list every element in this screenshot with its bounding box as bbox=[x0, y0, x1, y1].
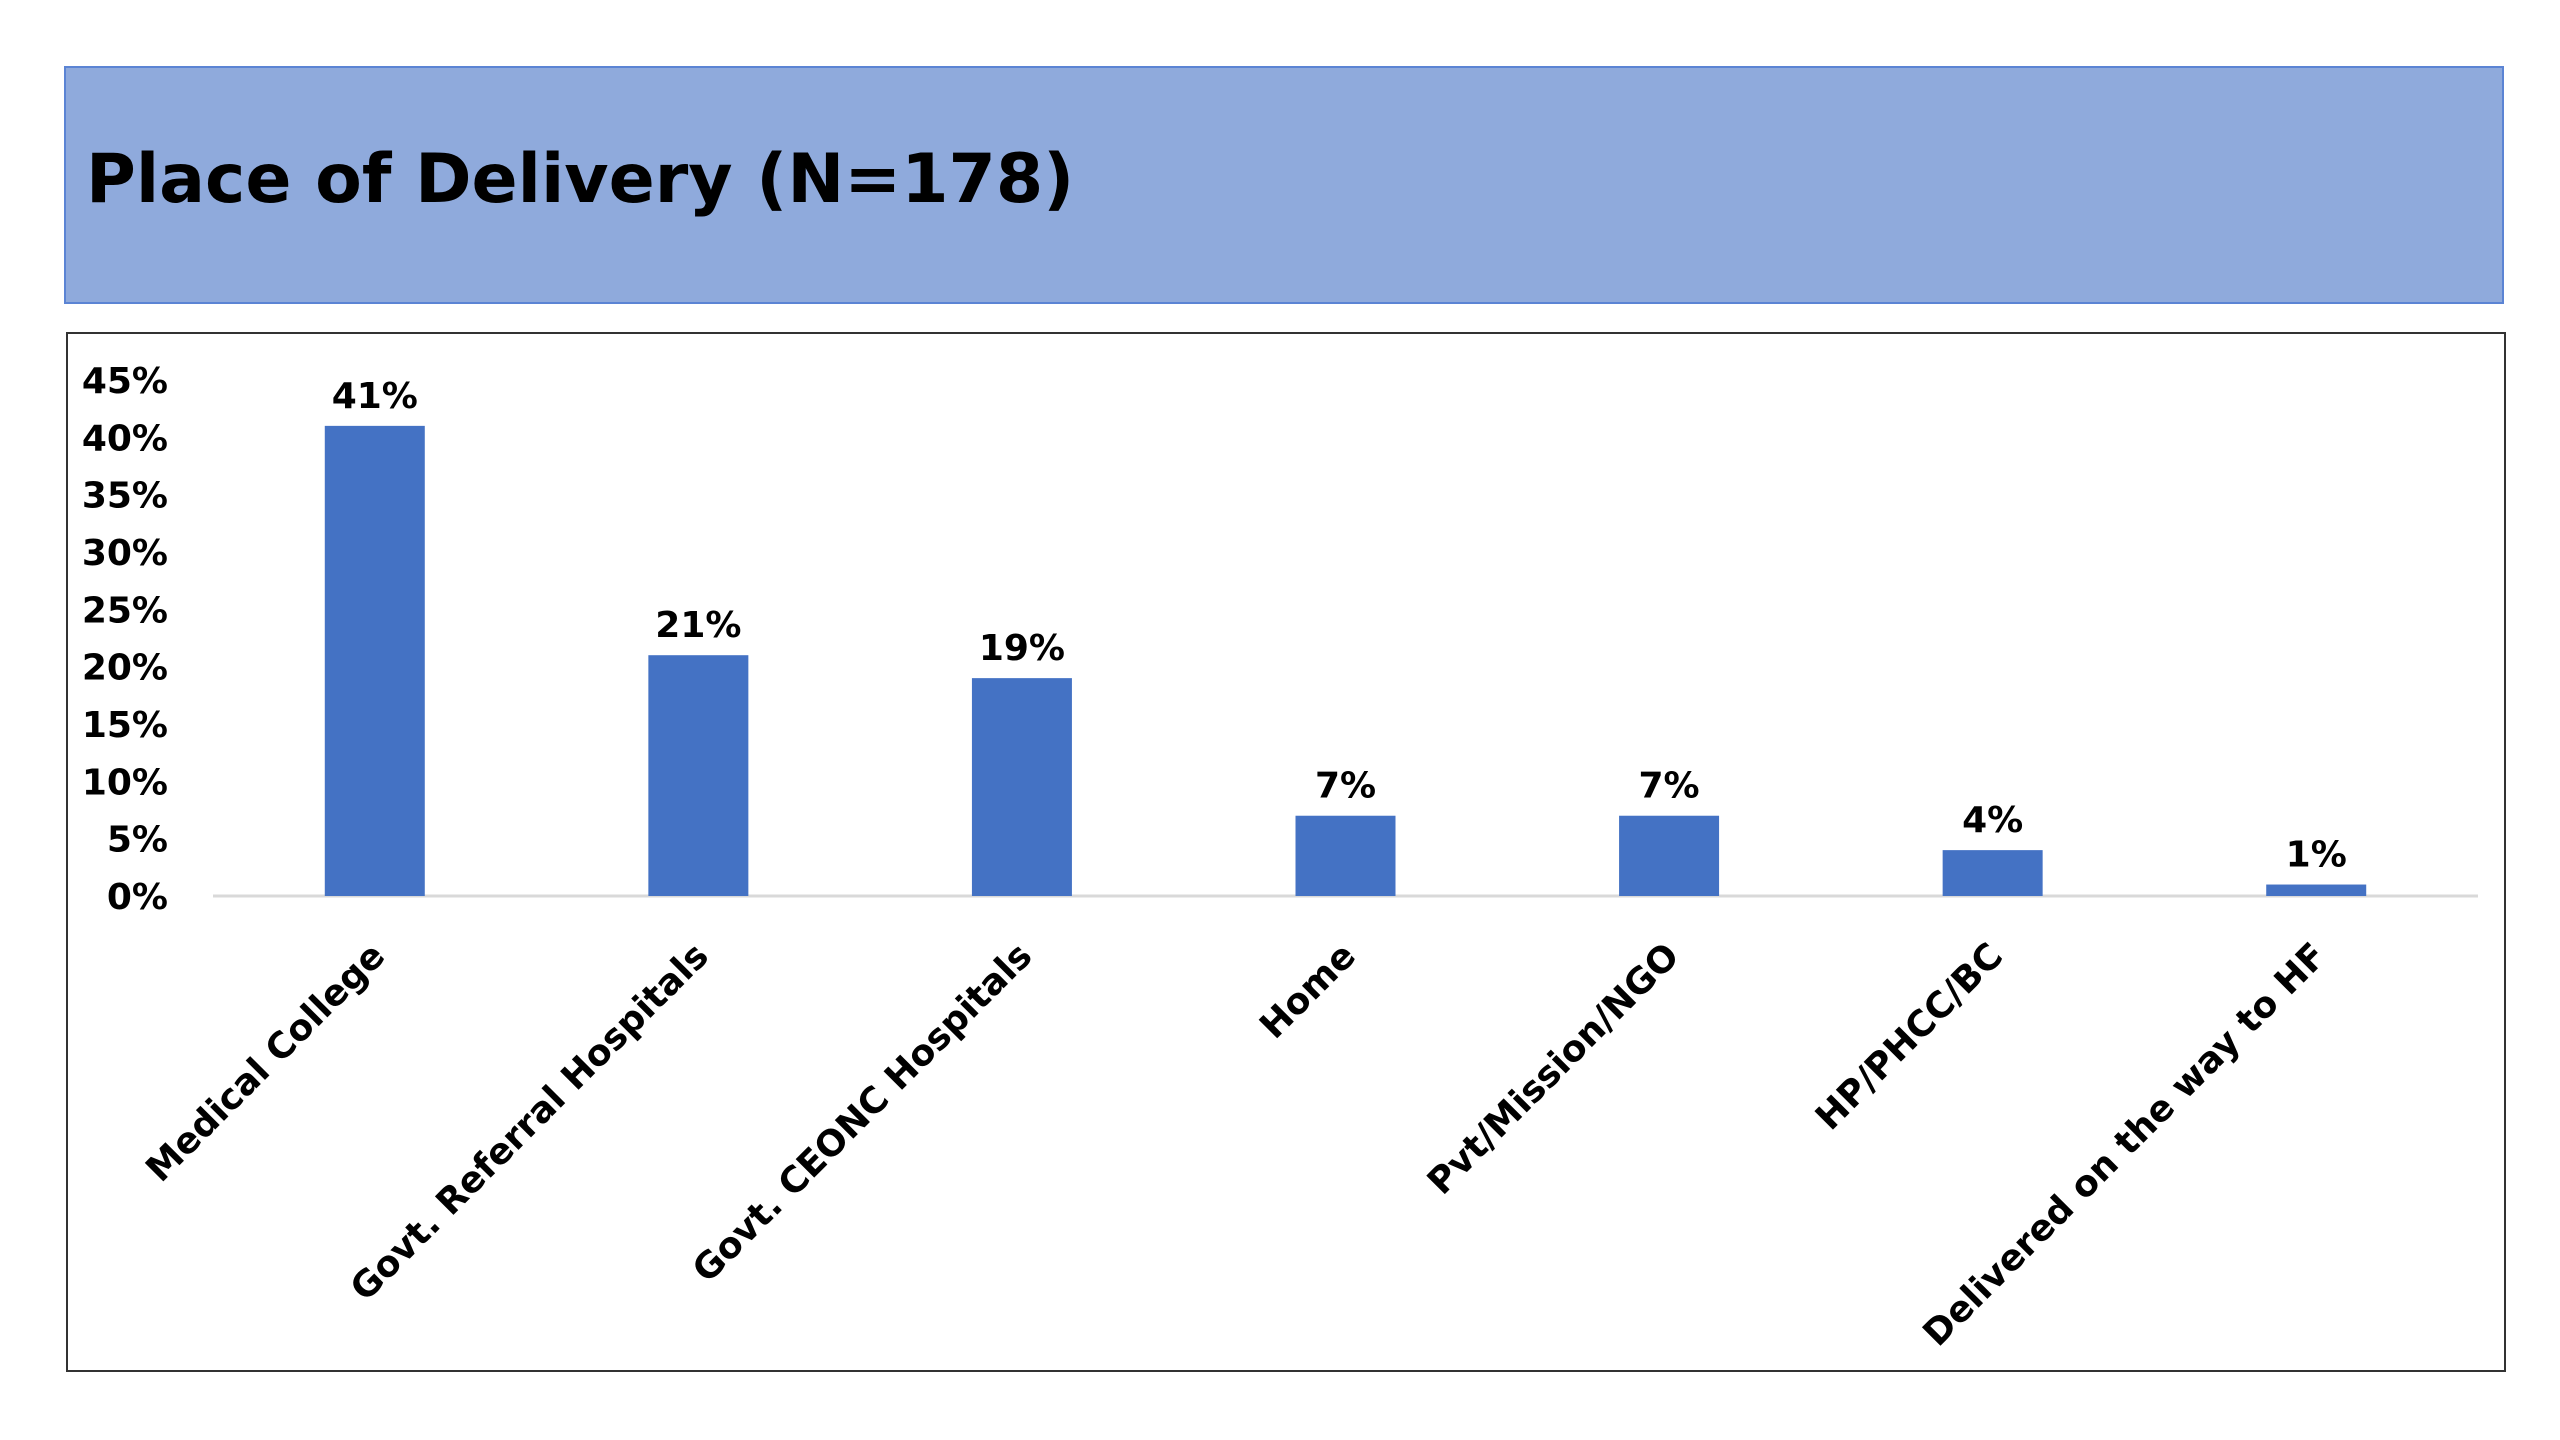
category-label: Pvt/Mission/NGO bbox=[1420, 935, 1688, 1203]
y-tick-label: 40% bbox=[82, 418, 168, 459]
data-label: 21% bbox=[655, 605, 741, 646]
bar bbox=[1619, 815, 1720, 896]
bar bbox=[648, 655, 749, 896]
y-tick-label: 0% bbox=[107, 877, 168, 918]
y-tick-label: 25% bbox=[82, 590, 168, 631]
bar bbox=[971, 678, 1072, 896]
y-tick-label: 35% bbox=[82, 476, 168, 517]
y-tick-label: 30% bbox=[82, 533, 168, 574]
y-tick-label: 15% bbox=[82, 705, 168, 746]
bar bbox=[1295, 815, 1396, 896]
chart-title: Place of Delivery (N=178) bbox=[86, 140, 1075, 219]
category-label: HP/PHCC/BC bbox=[1808, 935, 2011, 1138]
category-label: Home bbox=[1252, 935, 1364, 1047]
y-tick-label: 20% bbox=[82, 648, 168, 689]
bar bbox=[2266, 884, 2367, 896]
data-label: 19% bbox=[979, 628, 1065, 669]
data-label: 41% bbox=[332, 376, 418, 417]
bar bbox=[1942, 850, 2043, 896]
data-label: 1% bbox=[2286, 835, 2347, 876]
category-label: Delivered on the way to HF bbox=[1916, 935, 2335, 1354]
chart-area: 0% 5% 10% 15% 20% 25% 30% 35% 40% 45% 41% Medical C… bbox=[66, 332, 2506, 1372]
title-banner: Place of Delivery (N=178) bbox=[64, 66, 2504, 304]
data-label: 7% bbox=[1315, 766, 1376, 807]
category-label: Medical College bbox=[138, 935, 393, 1190]
bar bbox=[324, 425, 425, 896]
category-label: Govt. CEONC Hospitals bbox=[685, 935, 1040, 1290]
y-tick-label: 10% bbox=[82, 762, 168, 803]
data-label: 4% bbox=[1962, 800, 2023, 841]
category-label: Govt. Referral Hospitals bbox=[343, 935, 717, 1309]
data-label: 7% bbox=[1639, 766, 1700, 807]
y-tick-label: 5% bbox=[107, 820, 168, 861]
y-tick-label: 45% bbox=[82, 361, 168, 402]
bar-chart: 0% 5% 10% 15% 20% 25% 30% 35% 40% 45% 41% Medical C… bbox=[82, 361, 2478, 1354]
